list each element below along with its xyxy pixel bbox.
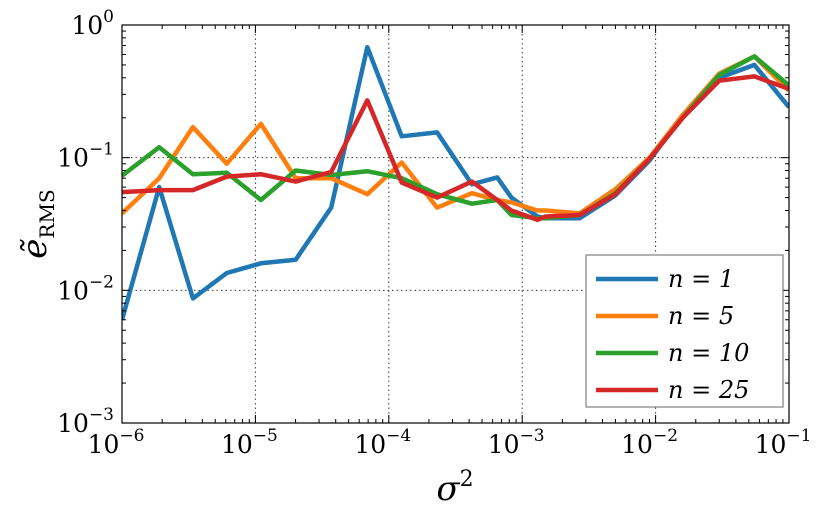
y-tick-base: 10 <box>71 11 103 40</box>
y-tick-label: 10−2 <box>57 272 114 305</box>
y-tick-label: 10−3 <box>57 405 114 438</box>
legend-label-4: n = 25 <box>668 376 749 404</box>
y-tick-base: 10 <box>57 276 89 305</box>
legend-label-1: n = 1 <box>668 265 734 293</box>
y-tick-exponent: −1 <box>89 140 114 160</box>
plot-frame <box>121 24 790 424</box>
x-tick-base: 10 <box>488 430 520 459</box>
y-tick-exponent: −2 <box>89 272 114 292</box>
x-tick-label: 10−6 <box>88 426 145 459</box>
y-axis-title: ẽRMS <box>15 189 59 258</box>
x-tick-exponent: −1 <box>786 426 811 446</box>
x-tick-exponent: −6 <box>119 426 144 446</box>
x-tick-label: 10−2 <box>621 426 678 459</box>
series-line-3 <box>122 54 789 221</box>
x-tick-label: 10−1 <box>755 426 812 459</box>
x-tick-base: 10 <box>354 430 386 459</box>
series-line-4 <box>122 74 789 223</box>
y-tick-base: 10 <box>57 144 89 173</box>
x-tick-base: 10 <box>621 430 653 459</box>
x-tick-label: 10−3 <box>488 426 545 459</box>
x-axis-title: σ2 <box>436 467 473 509</box>
y-axis-title-group: ẽRMS <box>15 189 59 258</box>
y-tick-base: 10 <box>57 409 89 438</box>
y-tick-label: 100 <box>71 7 114 40</box>
series-lines <box>122 44 789 321</box>
legend-label-2: n = 5 <box>668 302 734 330</box>
legend-label-3: n = 10 <box>668 339 749 367</box>
y-tick-label: 10−1 <box>57 140 114 173</box>
x-tick-base: 10 <box>755 430 787 459</box>
x-tick-exponent: −2 <box>653 426 678 446</box>
x-tick-exponent: −5 <box>253 426 278 446</box>
x-tick-label: 10−5 <box>221 426 278 459</box>
x-tick-exponent: −3 <box>520 426 545 446</box>
y-tick-exponent: 0 <box>103 7 114 27</box>
x-tick-exponent: −4 <box>386 426 411 446</box>
x-tick-labels: 10−6 10−5 10−4 10−3 10−2 10−1 <box>88 426 812 459</box>
x-tick-base: 10 <box>88 430 120 459</box>
x-tick-label: 10−4 <box>354 426 411 459</box>
y-tick-exponent: −3 <box>89 405 114 425</box>
legend: n = 1 n = 5 n = 10 n = 25 <box>585 254 784 408</box>
x-tick-base: 10 <box>221 430 253 459</box>
